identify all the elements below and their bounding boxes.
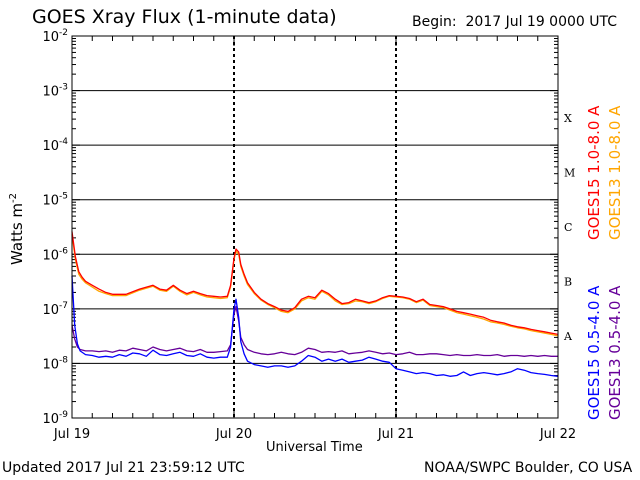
series-line-goes15-0-5-4-0-a (71, 275, 559, 377)
y-tick-label: 10-2 (42, 28, 68, 45)
chart-title: GOES Xray Flux (1-minute data) (32, 6, 337, 28)
y-tick-label: 10-8 (42, 355, 68, 372)
series-line-goes13-0-5-4-0-a (71, 305, 558, 357)
begin-timestamp: Begin: 2017 Jul 19 0000 UTC (412, 14, 617, 30)
legend-entry-goes13-1-0-8-0-a: GOES13 1.0-8.0 A (606, 105, 624, 240)
x-tick-label: Jul 19 (53, 427, 90, 442)
y-axis-label: Watts m-2 (8, 193, 26, 265)
flare-class-label: A (563, 330, 573, 343)
legend-entry-goes15-0-5-4-0-a: GOES15 0.5-4.0 A (585, 285, 603, 420)
y-tick-label: 10-9 (42, 410, 68, 427)
x-tick-label: Jul 20 (215, 427, 252, 442)
flare-class-label: X (564, 112, 572, 125)
legend-entry-goes15-1-0-8-0-a: GOES15 1.0-8.0 A (585, 105, 603, 240)
flare-class-label: M (564, 166, 575, 179)
x-tick-label: Jul 22 (539, 427, 576, 442)
x-tick-label: Jul 21 (377, 427, 414, 442)
y-axis-label-exponent: -2 (8, 192, 19, 203)
series-line-goes13-1-0-8-0-a (71, 234, 559, 337)
begin-label: Begin: (412, 14, 457, 30)
y-tick-label: 10-6 (42, 246, 68, 263)
y-tick-label: 10-5 (42, 192, 68, 209)
y-tick-label: 10-7 (42, 301, 68, 318)
x-axis-label: Universal Time (266, 440, 363, 455)
credit-text: NOAA/SWPC Boulder, CO USA (424, 460, 633, 476)
plot-frame (71, 35, 559, 419)
y-axis-label-text: Watts m (8, 202, 26, 265)
legend-entry-goes13-0-5-4-0-a: GOES13 0.5-4.0 A (606, 285, 624, 420)
flare-class-label: C (564, 221, 572, 234)
begin-value: 2017 Jul 19 0000 UTC (465, 14, 618, 30)
y-tick-label: 10-3 (42, 83, 68, 100)
series-line-goes15-1-0-8-0-a (71, 231, 559, 336)
flare-class-label: B (564, 276, 572, 289)
y-tick-label: 10-4 (42, 137, 68, 154)
updated-timestamp: Updated 2017 Jul 21 23:59:12 UTC (2, 460, 245, 476)
